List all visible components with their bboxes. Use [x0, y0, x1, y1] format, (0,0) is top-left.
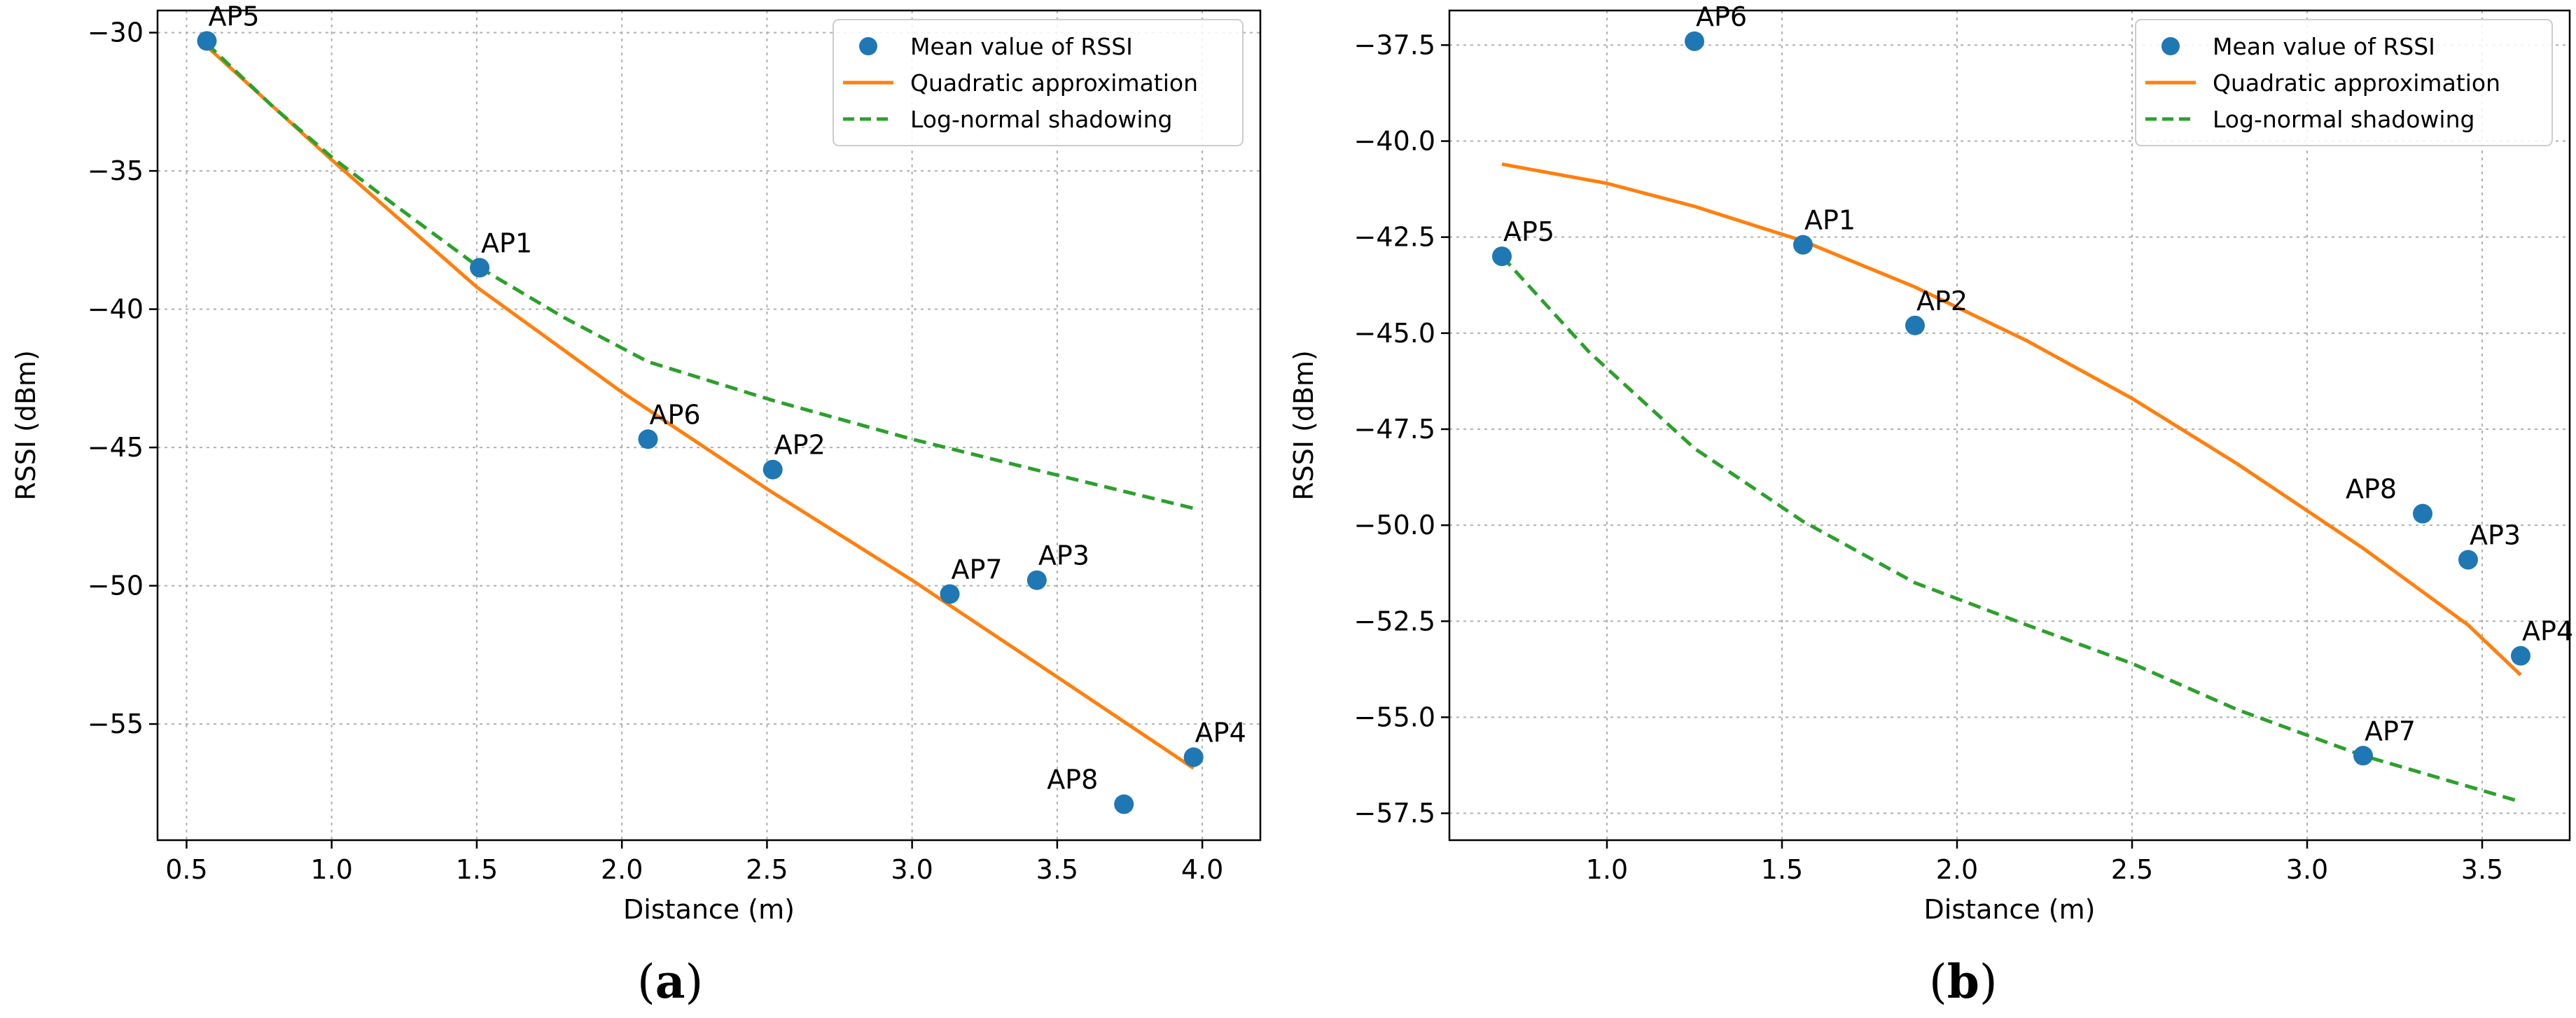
data-point-ap7 [2353, 746, 2373, 766]
y-tick-label: −40.0 [1354, 126, 1435, 157]
legend-entry-label: Mean value of RSSI [2213, 33, 2435, 60]
y-tick-label: −50.0 [1354, 510, 1435, 541]
panel-caption: (b) [1929, 954, 1998, 1009]
legend-entry-label: Quadratic approximation [2213, 69, 2500, 97]
legend-entry-label: Mean value of RSSI [910, 33, 1133, 60]
data-point-ap3 [2458, 550, 2478, 570]
point-label: AP1 [1804, 205, 1856, 236]
x-tick-label: 1.5 [1761, 854, 1803, 885]
legend: Mean value of RSSI Quadratic approximatio… [833, 19, 1244, 146]
point-label: AP2 [1916, 286, 1968, 316]
x-tick-label: 2.5 [746, 854, 788, 885]
data-point-ap8 [1114, 794, 1134, 814]
point-label: AP3 [2470, 520, 2521, 551]
y-axis-label: RSSI (dBm) [11, 350, 41, 501]
data-point-ap6 [1685, 31, 1704, 51]
point-label: AP8 [1047, 765, 1098, 795]
x-tick-label: 4.0 [1181, 854, 1223, 885]
point-label: AP2 [774, 430, 826, 461]
plot-area-frame [156, 9, 1262, 842]
x-tick-label: 3.0 [2286, 854, 2328, 885]
data-point-ap5 [197, 31, 217, 51]
point-label: AP6 [1696, 1, 1747, 32]
y-axis-label: RSSI (dBm) [1288, 350, 1319, 501]
y-tick-label: −52.5 [1354, 606, 1435, 636]
data-point-ap1 [1793, 235, 1813, 255]
data-point-ap5 [1492, 246, 1512, 267]
panel-letter: a [655, 954, 685, 1009]
data-point-ap7 [940, 584, 960, 604]
point-label: AP8 [2346, 474, 2397, 505]
x-axis-label: Distance (m) [1924, 894, 2096, 925]
point-label: AP5 [1503, 216, 1554, 247]
data-point-ap2 [1905, 315, 1925, 335]
y-tick-label: −42.5 [1354, 222, 1435, 253]
panel-caption: (a) [637, 954, 703, 1009]
chart-panel-b: 1.0 1.5 2.0 2.5 3.0 3.5 −57.5 −55.0 −52.5 −50.0 −4… [1288, 1, 2573, 1009]
data-point-ap6 [638, 429, 658, 449]
point-label: AP4 [2522, 616, 2573, 647]
legend-entry-label: Log-normal shadowing [2213, 106, 2474, 133]
legend-frame [2135, 19, 2553, 146]
point-label: AP5 [208, 1, 259, 32]
data-point-ap4 [2511, 646, 2530, 666]
point-label: AP1 [481, 228, 532, 258]
data-point-ap3 [1026, 570, 1047, 590]
y-tick-label: −40 [88, 294, 144, 325]
y-tick-label: −30 [88, 18, 144, 48]
x-tick-label: 1.0 [310, 854, 352, 885]
legend: Mean value of RSSI Quadratic approximatio… [2135, 19, 2553, 146]
x-tick-label: 2.0 [1936, 854, 1978, 885]
panel-letter: b [1947, 954, 1979, 1009]
point-label: AP3 [1038, 541, 1089, 571]
series-line-quadratic-approximation [205, 45, 1195, 770]
chart-panel-a: 0.5 1.0 1.5 2.0 2.5 3.0 3.5 4.0 −55 −50 −45 −40 −35 −… [11, 1, 1262, 1009]
y-tick-label: −57.5 [1354, 798, 1435, 829]
data-point-ap1 [470, 258, 490, 278]
y-tick-label: −45 [88, 432, 144, 463]
legend-marker [859, 37, 877, 55]
legend-entry-label: Log-normal shadowing [910, 106, 1172, 133]
y-tick-label: −35 [88, 155, 144, 186]
y-tick-label: −37.5 [1354, 29, 1435, 60]
x-tick-label: 1.0 [1586, 854, 1628, 885]
x-tick-label: 3.0 [891, 854, 933, 885]
x-tick-label: 0.5 [165, 854, 207, 885]
series-line-log-normal-shadowing [205, 42, 1195, 510]
x-tick-label: 2.5 [2111, 854, 2153, 885]
legend-entry-label: Quadratic approximation [910, 69, 1198, 97]
series-line-quadratic-approximation [1501, 162, 2522, 676]
legend-frame [833, 19, 1244, 146]
x-tick-label: 3.5 [2461, 854, 2503, 885]
x-axis-label: Distance (m) [623, 894, 795, 925]
y-tick-label: −50 [88, 571, 144, 601]
x-tick-label: 3.5 [1036, 854, 1078, 885]
y-tick-label: −55.0 [1354, 702, 1435, 732]
legend-marker [2161, 37, 2180, 55]
series-line-log-normal-shadowing [1501, 255, 2521, 804]
data-point-ap2 [763, 459, 783, 480]
y-tick-label: −55 [88, 709, 144, 739]
plot-area-frame [1448, 9, 2571, 842]
x-tick-label: 1.5 [456, 854, 498, 885]
point-label: AP6 [649, 399, 700, 430]
point-label: AP4 [1195, 718, 1246, 748]
y-tick-label: −45.0 [1354, 318, 1435, 349]
data-point-ap8 [2413, 503, 2432, 524]
data-point-ap4 [1183, 747, 1204, 767]
point-label: AP7 [952, 554, 1003, 585]
x-tick-label: 2.0 [601, 854, 643, 885]
point-label: AP7 [2365, 716, 2416, 746]
y-tick-label: −47.5 [1354, 414, 1435, 445]
